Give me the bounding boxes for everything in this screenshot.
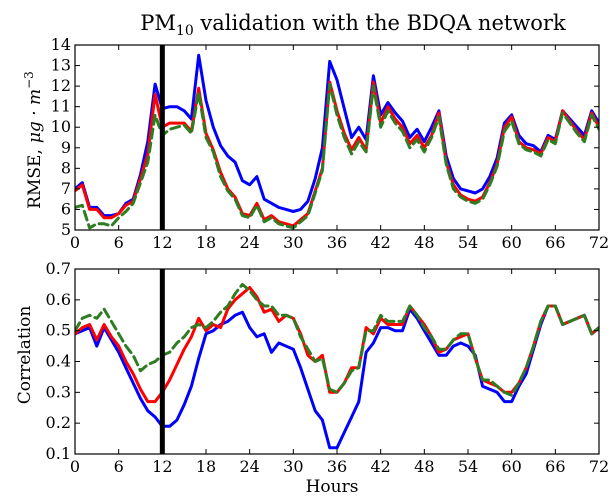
chart-title: PM10 validation with the BDQA network [140, 11, 566, 39]
title-main: PM [140, 11, 176, 35]
title-rest: validation with the BDQA network [194, 11, 566, 35]
correlation-xtick-label: 24 [239, 457, 259, 476]
correlation-ytick-label: 0.6 [46, 290, 71, 309]
correlation-series-line-3 [75, 282, 599, 397]
rmse-ytick-label: 14 [51, 35, 71, 54]
rmse-ylabel-unit: μg · m [25, 89, 45, 143]
correlation-ylabel: Correlation [15, 306, 35, 405]
correlation-xtick-label: 72 [589, 457, 609, 476]
rmse-ytick-label: 13 [51, 56, 71, 75]
rmse-xtick-label: 30 [283, 233, 303, 252]
rmse-ytick-label: 8 [61, 158, 71, 177]
rmse-series-line-1 [75, 53, 599, 218]
rmse-xtick-label: 36 [327, 233, 347, 252]
rmse-ytick-label: 12 [51, 76, 71, 95]
rmse-xtick-label: 54 [458, 233, 478, 252]
title-subscript: 10 [176, 23, 194, 39]
rmse-ylabel-exp: −3 [22, 71, 36, 89]
rmse-series-line-2 [75, 80, 599, 228]
rmse-ylabel: RMSE, μg · m−3 [22, 71, 45, 209]
rmse-xtick-label: 42 [370, 233, 390, 252]
correlation-xtick-label: 30 [283, 457, 303, 476]
rmse-xtick-label: 48 [414, 233, 434, 252]
correlation-ytick-label: 0.5 [46, 321, 71, 340]
correlation-ytick-label: 0.7 [46, 259, 71, 278]
rmse-xtick-label: 72 [589, 233, 609, 252]
correlation-xtick-label: 12 [152, 457, 172, 476]
correlation-ytick-label: 0.3 [46, 382, 71, 401]
correlation-ytick-label: 0.2 [46, 413, 71, 432]
rmse-ytick-label: 5 [61, 220, 71, 239]
correlation-series-group [75, 282, 599, 450]
correlation-xtick-label: 54 [458, 457, 478, 476]
rmse-xtick-label: 6 [114, 233, 124, 252]
correlation-xtick-label: 36 [327, 457, 347, 476]
correlation-panel: 0 6 12 18 24 30 36 42 48 54 60 66 72 0.1 0.2 0.3 0.4 0.5 0… [46, 259, 610, 476]
correlation-xtick-label: 6 [114, 457, 124, 476]
rmse-series-group [75, 53, 599, 230]
rmse-xtick-label: 60 [501, 233, 521, 252]
correlation-ytick-label: 0.4 [46, 352, 71, 371]
correlation-xtick-label: 18 [196, 457, 216, 476]
rmse-xtick-label: 24 [239, 233, 259, 252]
rmse-xtick-label: 66 [545, 233, 565, 252]
correlation-xtick-label: 0 [70, 457, 80, 476]
rmse-ylabel-text: RMSE, [25, 149, 45, 209]
rmse-xtick-label: 18 [196, 233, 216, 252]
correlation-xtick-label: 66 [545, 457, 565, 476]
rmse-ytick-label: 6 [61, 199, 71, 218]
rmse-ytick-label: 7 [61, 179, 71, 198]
correlation-xtick-label: 42 [370, 457, 390, 476]
rmse-ytick-label: 9 [61, 138, 71, 157]
correlation-xtick-label: 48 [414, 457, 434, 476]
correlation-ytick-label: 0.1 [46, 444, 71, 463]
correlation-xtick-label: 60 [501, 457, 521, 476]
rmse-xtick-label: 0 [70, 233, 80, 252]
rmse-xtick-label: 12 [152, 233, 172, 252]
rmse-ytick-label: 11 [51, 97, 71, 116]
x-axis-label: Hours [306, 477, 359, 497]
rmse-ytick-label: 10 [51, 117, 71, 136]
